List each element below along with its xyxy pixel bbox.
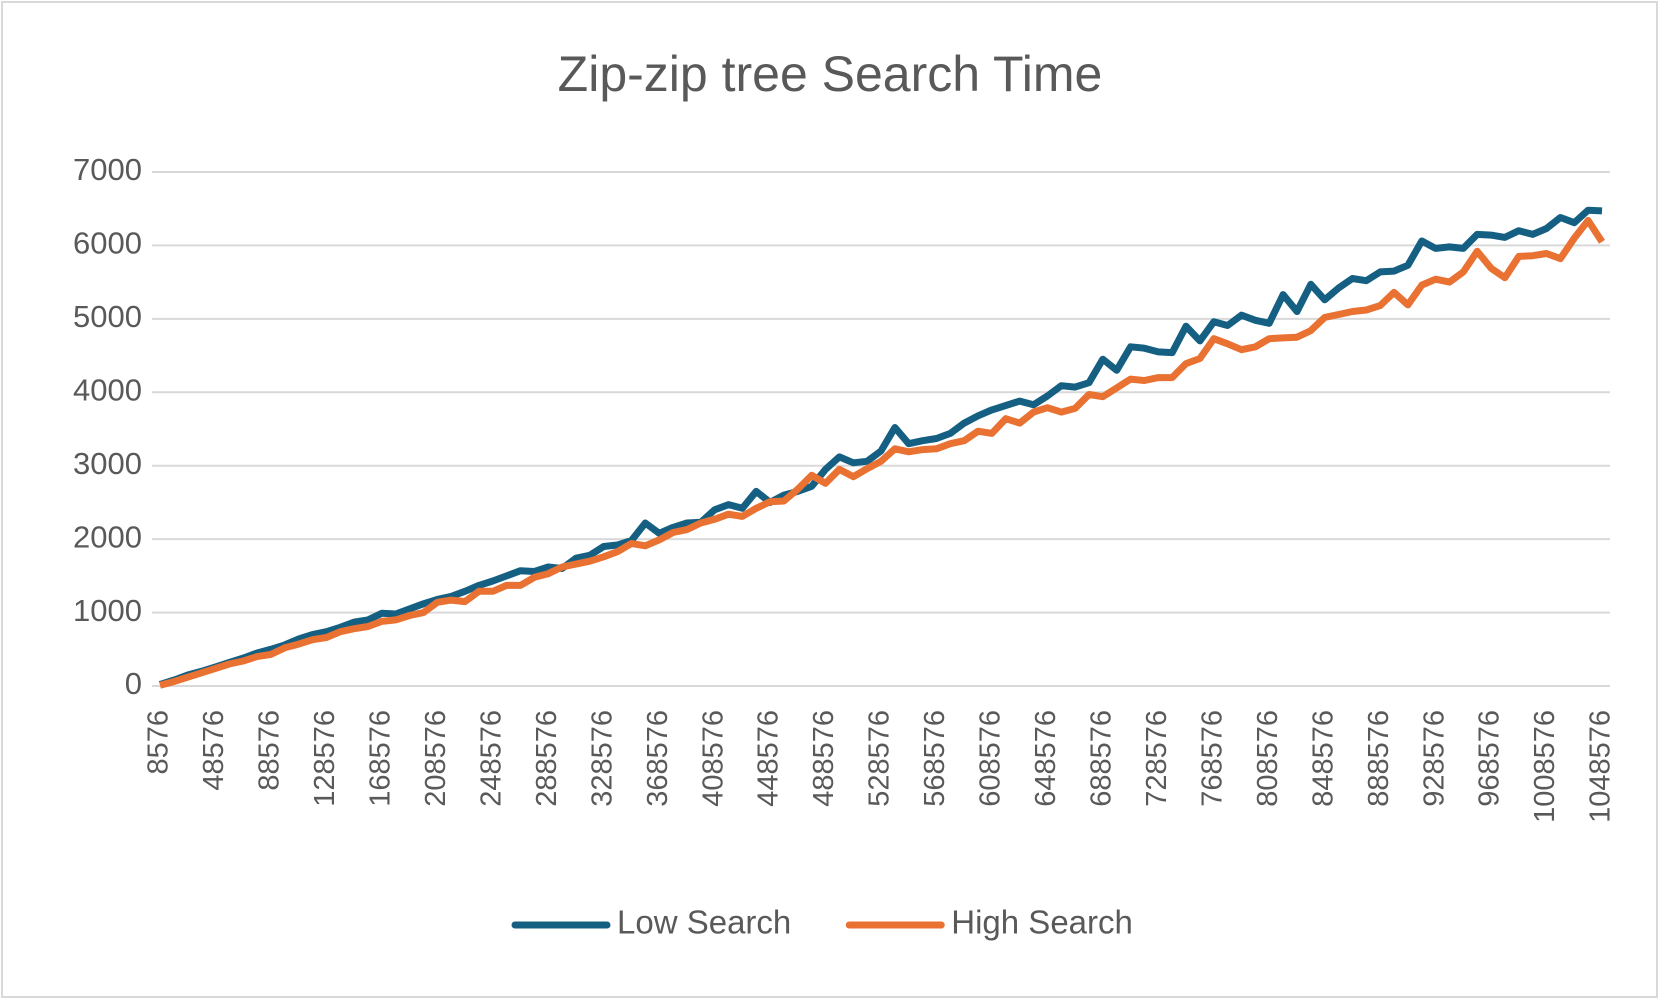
x-tick-label: 928576: [1418, 710, 1450, 807]
x-tick-label: 968576: [1474, 710, 1506, 807]
x-tick-label: 1048576: [1585, 710, 1617, 823]
x-tick-label: 1008576: [1529, 710, 1561, 823]
series-line: [158, 206, 1603, 688]
series-line: [159, 217, 1605, 689]
x-tick-label: 128576: [309, 710, 341, 807]
x-tick-label: 88576: [254, 710, 286, 791]
x-tick-label: 168576: [365, 710, 397, 807]
x-tick-label: 368576: [642, 710, 674, 807]
x-tick-label: 648576: [1030, 710, 1062, 807]
legend-label: Low Search: [617, 904, 791, 941]
y-tick-label: 6000: [73, 226, 142, 261]
x-tick-label: 728576: [1141, 710, 1173, 807]
x-tick-label: 48576: [198, 710, 230, 791]
y-tick-label: 1000: [73, 593, 142, 628]
y-tick-label: 2000: [73, 519, 142, 554]
x-tick-label: 208576: [420, 710, 452, 807]
y-tick-label: 5000: [73, 299, 142, 334]
x-tick-label: 408576: [697, 710, 729, 807]
y-tick-label: 3000: [73, 446, 142, 481]
x-tick-label: 528576: [864, 710, 896, 807]
x-tick-label: 288576: [531, 710, 563, 807]
legend-label: High Search: [951, 904, 1133, 941]
x-tick-label: 568576: [919, 710, 951, 807]
x-tick-label: 808576: [1252, 710, 1284, 807]
x-tick-label: 248576: [475, 710, 507, 807]
x-tick-label: 448576: [753, 710, 785, 807]
y-tick-label: 0: [125, 666, 142, 701]
x-tick-label: 888576: [1363, 710, 1395, 807]
y-tick-label: 7000: [73, 152, 142, 187]
x-tick-label: 8576: [143, 710, 175, 775]
x-tick-label: 768576: [1196, 710, 1228, 807]
chart-title: Zip-zip tree Search Time: [558, 46, 1103, 102]
x-tick-label: 488576: [808, 710, 840, 807]
y-tick-label: 4000: [73, 372, 142, 407]
x-tick-label: 328576: [586, 710, 618, 807]
x-tick-label: 608576: [975, 710, 1007, 807]
x-tick-label: 688576: [1086, 710, 1118, 807]
x-tick-label: 848576: [1307, 710, 1339, 807]
